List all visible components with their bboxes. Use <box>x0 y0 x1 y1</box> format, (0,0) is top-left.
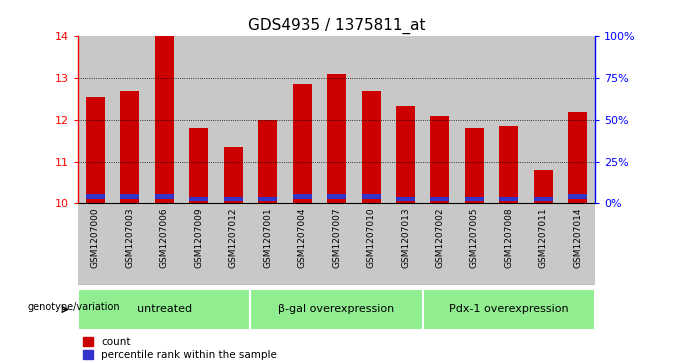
Bar <box>216 36 250 203</box>
Bar <box>250 36 285 203</box>
Bar <box>258 197 277 201</box>
Bar <box>362 91 381 203</box>
Bar <box>396 197 415 201</box>
Bar <box>113 203 147 285</box>
Bar <box>113 36 147 203</box>
Bar <box>534 170 553 203</box>
Bar <box>423 203 457 285</box>
Bar <box>78 36 113 203</box>
Bar <box>457 36 492 203</box>
Text: GSM1207004: GSM1207004 <box>298 207 307 268</box>
Text: untreated: untreated <box>137 305 192 314</box>
Bar <box>155 36 174 203</box>
Bar <box>396 106 415 203</box>
Text: GSM1207013: GSM1207013 <box>401 207 410 268</box>
Text: β-gal overexpression: β-gal overexpression <box>279 305 394 314</box>
Bar <box>492 203 526 285</box>
Bar <box>189 128 208 203</box>
Bar <box>499 126 518 203</box>
Bar <box>560 203 595 285</box>
Bar <box>327 194 346 199</box>
Bar <box>216 203 250 285</box>
Text: GSM1207002: GSM1207002 <box>435 207 445 268</box>
Text: GSM1207007: GSM1207007 <box>332 207 341 268</box>
Bar <box>526 203 560 285</box>
Bar <box>492 36 526 203</box>
Bar <box>327 74 346 203</box>
Bar <box>560 36 595 203</box>
Bar <box>568 112 588 203</box>
Bar <box>120 91 139 203</box>
Text: GSM1207003: GSM1207003 <box>125 207 135 268</box>
Text: Pdx-1 overexpression: Pdx-1 overexpression <box>449 305 568 314</box>
Bar <box>285 36 320 203</box>
Bar <box>78 203 113 285</box>
Bar <box>430 116 449 203</box>
Text: GSM1207008: GSM1207008 <box>505 207 513 268</box>
Bar <box>465 128 484 203</box>
Bar <box>354 203 388 285</box>
Text: GSM1207005: GSM1207005 <box>470 207 479 268</box>
Bar <box>224 197 243 201</box>
Text: GSM1207000: GSM1207000 <box>91 207 100 268</box>
Bar <box>465 197 484 201</box>
Bar <box>388 36 423 203</box>
Bar <box>86 97 105 203</box>
Title: GDS4935 / 1375811_at: GDS4935 / 1375811_at <box>248 17 426 33</box>
Bar <box>320 203 354 285</box>
Bar <box>292 194 311 199</box>
Bar <box>120 194 139 199</box>
Bar <box>362 194 381 199</box>
Text: GSM1207012: GSM1207012 <box>228 207 238 268</box>
Text: GSM1207006: GSM1207006 <box>160 207 169 268</box>
Bar <box>86 194 105 199</box>
Bar <box>189 197 208 201</box>
Bar <box>423 289 595 330</box>
Text: GSM1207011: GSM1207011 <box>539 207 548 268</box>
Bar <box>258 120 277 203</box>
Text: GSM1207014: GSM1207014 <box>573 207 582 268</box>
Text: genotype/variation: genotype/variation <box>27 302 120 312</box>
Bar <box>250 289 423 330</box>
Bar <box>388 203 423 285</box>
Bar <box>568 194 588 199</box>
Bar <box>285 203 320 285</box>
Bar <box>224 147 243 203</box>
Bar <box>430 197 449 201</box>
Bar <box>499 197 518 201</box>
Bar <box>147 203 182 285</box>
Bar <box>250 203 285 285</box>
Bar <box>182 203 216 285</box>
Bar <box>292 84 311 203</box>
Bar <box>423 36 457 203</box>
Text: GSM1207001: GSM1207001 <box>263 207 272 268</box>
Bar <box>534 197 553 201</box>
Bar <box>526 36 560 203</box>
Text: GSM1207010: GSM1207010 <box>367 207 375 268</box>
Bar <box>182 36 216 203</box>
Bar <box>354 36 388 203</box>
Bar <box>155 194 174 199</box>
Text: GSM1207009: GSM1207009 <box>194 207 203 268</box>
Legend: count, percentile rank within the sample: count, percentile rank within the sample <box>84 337 277 360</box>
Bar <box>78 289 250 330</box>
Bar <box>320 36 354 203</box>
Bar <box>147 36 182 203</box>
Bar <box>457 203 492 285</box>
